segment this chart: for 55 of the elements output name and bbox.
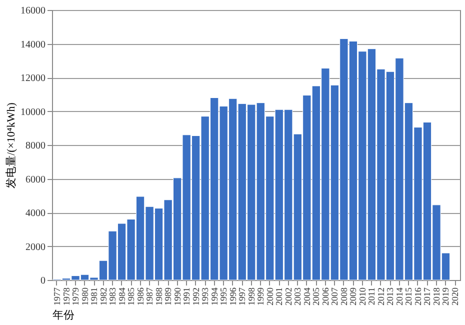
x-tick-label: 2005: [311, 287, 322, 306]
y-tick-label: 16000: [20, 6, 46, 16]
x-tick-label: 1998: [246, 287, 256, 306]
x-tick-label: 2001: [274, 288, 284, 306]
y-tick-label: 8000: [26, 140, 46, 152]
x-tick-label: 1995: [218, 287, 229, 306]
x-tick-label: 1986: [135, 287, 146, 306]
x-tick-label: 2020: [450, 287, 460, 306]
y-tick-label: 6000: [26, 174, 46, 186]
x-tick-label: 2015: [404, 287, 414, 306]
x-tick-label: 1988: [154, 287, 164, 306]
x-tick-label: 2017: [422, 287, 432, 306]
x-tick-label: 1980: [80, 287, 90, 306]
x-tick-label: 1996: [228, 287, 238, 306]
x-tick-label: 2007: [330, 287, 340, 306]
x-tick-label: 2013: [385, 287, 396, 306]
x-tick-label: 2003: [292, 287, 303, 306]
y-axis-title: 发电量/(×10⁴kWh): [4, 102, 18, 188]
x-tick-label: 1981: [89, 288, 100, 306]
x-axis-title: 年份: [52, 310, 74, 322]
x-tick-label: 2002: [283, 288, 294, 306]
x-tick-label: 1984: [116, 287, 127, 306]
x-tick-label: 1990: [172, 287, 182, 306]
x-tick-label: 2011: [366, 288, 377, 306]
y-tick-label: 4000: [26, 208, 46, 219]
x-tick-label: 1978: [61, 287, 72, 306]
x-tick-label: 1989: [163, 287, 174, 306]
x-tick-label: 1979: [70, 287, 81, 306]
y-tick-label: 12000: [20, 73, 46, 84]
x-tick-label: 2004: [302, 287, 312, 306]
x-tick-label: 2000: [264, 287, 275, 306]
x-tick-label: 1991: [182, 288, 192, 306]
x-tick-label: 2018: [431, 287, 442, 306]
x-tick-label: 1983: [108, 287, 118, 306]
x-tick-label: 1999: [256, 287, 266, 306]
x-tick-label: 1977: [52, 287, 62, 306]
x-tick-label: 1997: [237, 287, 248, 306]
x-tick-label: 2010: [357, 287, 368, 306]
x-tick-label: 1992: [190, 288, 201, 306]
x-tick-label: 1994: [209, 287, 220, 306]
y-tick-label: 14000: [20, 39, 46, 50]
x-tick-label: 1993: [200, 287, 210, 306]
y-tick-label: 0: [40, 276, 46, 286]
y-tick-label: 10000: [20, 106, 46, 118]
x-tick-label: 2008: [338, 287, 349, 306]
x-tick-label: 1985: [126, 287, 136, 306]
x-tick-label: 2016: [412, 287, 423, 306]
x-tick-label: 2014: [394, 287, 404, 306]
x-tick-label: 1982: [98, 288, 108, 306]
x-tick-label: 2006: [320, 287, 330, 306]
x-tick-label: 1987: [144, 287, 155, 306]
x-tick-label: 2019: [440, 287, 451, 306]
y-tick-label: 2000: [26, 242, 46, 253]
x-tick-label: 2012: [376, 288, 386, 306]
x-tick-label: 2009: [348, 287, 358, 306]
